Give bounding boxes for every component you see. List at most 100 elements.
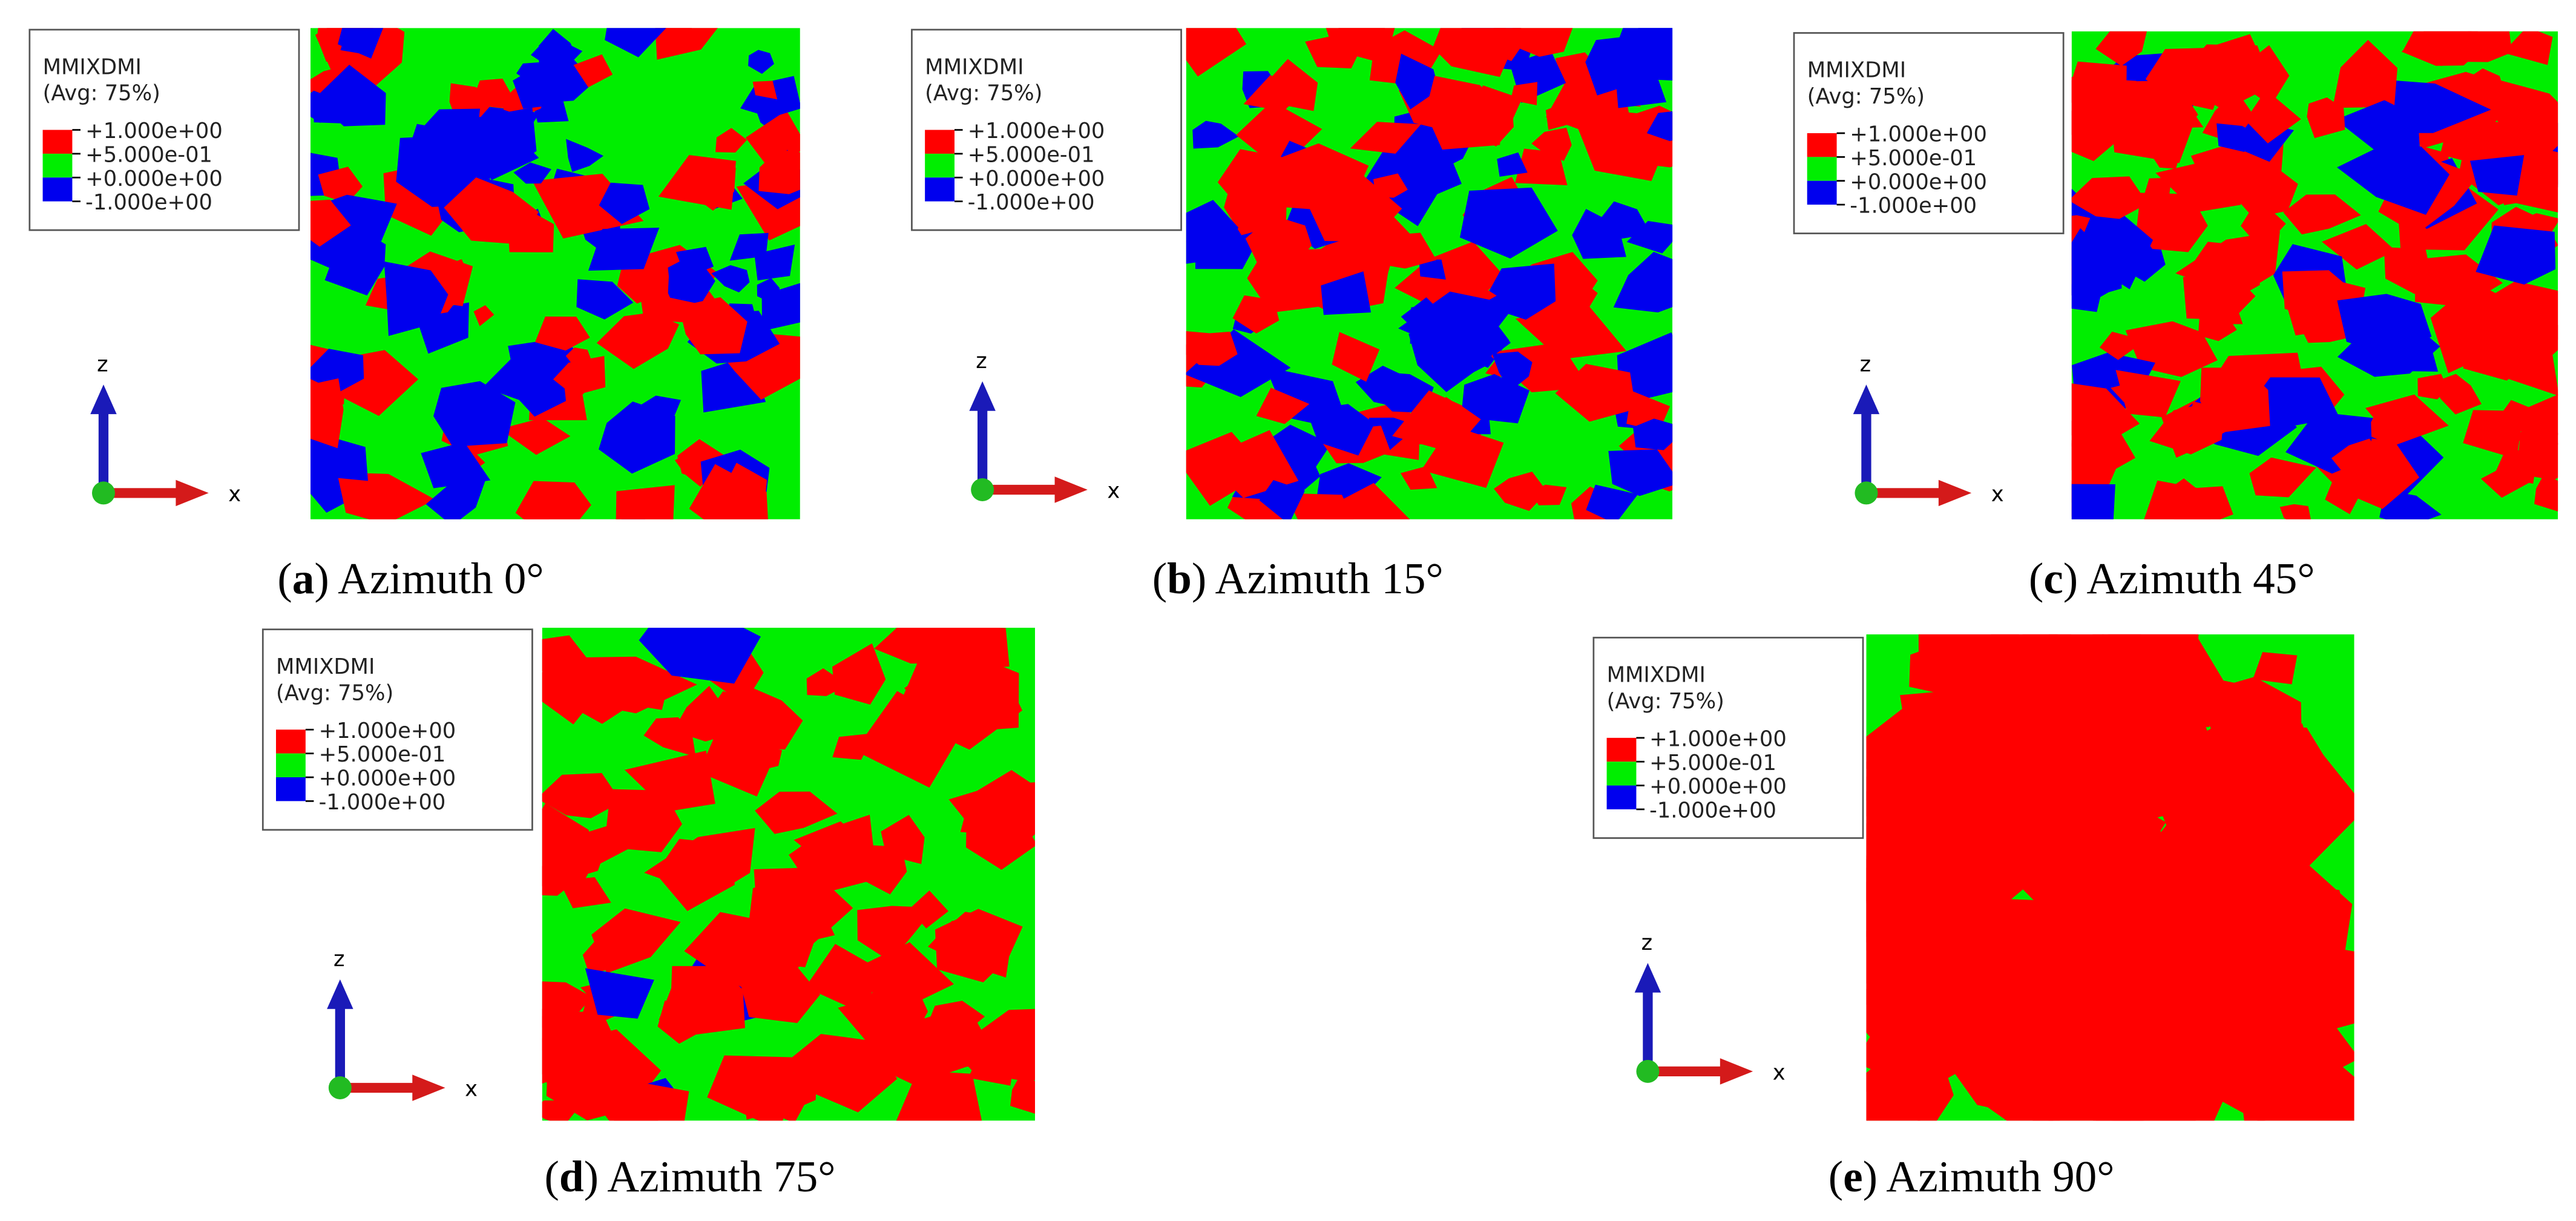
- contour-patch: [2433, 374, 2482, 415]
- contour-patch: [2174, 840, 2353, 987]
- triad-origin: [328, 1076, 352, 1099]
- contour-patch: [2534, 475, 2558, 512]
- legend-subtitle: (Avg: 75%): [43, 81, 160, 106]
- legend-label: -1.000e+00: [1850, 194, 1977, 219]
- contour-patch: [1236, 101, 1322, 171]
- panel: MMIXDMI(Avg: 75%) +1.000e+00+5.000e-01+0.…: [261, 628, 1035, 1201]
- contour-patch: [832, 643, 886, 705]
- contour-patch: [2137, 193, 2208, 252]
- contour-patch: [310, 349, 364, 393]
- contour-patch: [1632, 28, 1673, 81]
- contour-patch: [1484, 28, 1525, 61]
- contour-patch: [1350, 122, 1421, 154]
- contour-patch: [539, 28, 576, 73]
- legend-swatch: [276, 753, 306, 777]
- legend-label: +5.000e-01: [1649, 751, 1776, 775]
- contour-patch: [677, 852, 723, 878]
- contour-patch: [927, 1001, 985, 1035]
- contour-patch: [2074, 634, 2235, 737]
- legend-label: +0.000e+00: [1850, 169, 1987, 194]
- contour-patch: [968, 1044, 1015, 1086]
- triad-z-head: [327, 979, 353, 1009]
- contour-patch: [2463, 68, 2506, 94]
- contour-patch: [513, 162, 551, 184]
- axis-label-x: x: [1773, 1060, 1786, 1085]
- legend-title: MMIXDMI: [925, 54, 1024, 79]
- caption-letter: d: [559, 1152, 584, 1201]
- contour-patch: [426, 478, 487, 519]
- axis-label-z: z: [1641, 930, 1653, 955]
- legend-swatch: [925, 153, 954, 178]
- contour-patch: [1555, 364, 1636, 422]
- legend-label: +1.000e+00: [85, 119, 223, 143]
- triad-origin: [1636, 1059, 1660, 1083]
- contour-patch: [2212, 80, 2236, 105]
- contour-patch: [1866, 1002, 1975, 1092]
- contour-patch: [2235, 164, 2298, 218]
- contour-patch: [953, 912, 994, 942]
- contour-patch: [746, 914, 822, 967]
- contour-patch: [2149, 398, 2226, 455]
- contour-patch: [966, 1009, 1035, 1075]
- contour-patch: [752, 81, 778, 100]
- contour-patch: [596, 312, 680, 369]
- contour-patch: [542, 772, 622, 818]
- contour-patch: [512, 368, 567, 417]
- contour-patch: [1512, 28, 1573, 57]
- triad-origin: [1855, 481, 1878, 505]
- legend-swatch: [1606, 785, 1637, 809]
- caption-letter: b: [1167, 554, 1192, 603]
- triad-z-shaft: [98, 410, 109, 493]
- contour-patch: [1515, 304, 1627, 360]
- contour-patch: [2071, 484, 2115, 519]
- contour-patch: [2307, 97, 2345, 139]
- contour-patch: [1462, 374, 1530, 424]
- contour-patch: [1256, 387, 1310, 424]
- contour-patch: [904, 649, 1019, 733]
- contour-patch: [1515, 148, 1568, 186]
- contour-patch: [2091, 81, 2198, 143]
- contour-patch: [1510, 82, 1538, 105]
- legend-swatch: [925, 130, 954, 154]
- contour-patch: [758, 150, 800, 194]
- contour-patch: [324, 226, 386, 296]
- contour-patch: [2402, 31, 2478, 66]
- legend-label: -1.000e+00: [319, 790, 446, 815]
- legend-label: +0.000e+00: [85, 166, 223, 191]
- contour-patch: [338, 28, 384, 59]
- legend-title: MMIXDMI: [1807, 58, 1906, 83]
- contour-patch: [746, 743, 782, 771]
- contour-patch: [1866, 791, 1966, 902]
- contour-patch: [557, 204, 589, 234]
- contour-patch: [857, 906, 935, 962]
- contour-patch: [1247, 243, 1321, 313]
- panel: MMIXDMI(Avg: 75%) +1.000e+00+5.000e-01+0.…: [911, 28, 1673, 603]
- contour-patch: [719, 462, 767, 510]
- axis-label-x: x: [1107, 479, 1120, 504]
- contour-patch: [566, 139, 603, 173]
- triad-x-shaft: [1648, 1066, 1724, 1076]
- contour-patch: [433, 381, 516, 447]
- triad-x-shaft: [340, 1082, 416, 1093]
- legend-swatch: [1606, 737, 1637, 762]
- triad-z-shaft: [1861, 410, 1871, 493]
- contour-patch: [620, 446, 642, 464]
- contour-patch: [2216, 123, 2261, 152]
- contour-patch: [754, 867, 836, 922]
- contour-patch: [542, 1100, 577, 1121]
- contour-patch: [1192, 120, 1239, 149]
- contour-patch: [542, 657, 599, 725]
- contour-patch: [920, 628, 1010, 670]
- caption-text: ) Azimuth 15°: [1192, 554, 1444, 603]
- contour-patch: [473, 78, 514, 110]
- legend-label: +1.000e+00: [319, 719, 456, 743]
- legend-label: -1.000e+00: [85, 190, 212, 215]
- contour-patch: [2482, 325, 2558, 396]
- legend-swatch: [1606, 762, 1637, 786]
- triad-x-head: [176, 479, 209, 507]
- contour-patch: [605, 28, 666, 58]
- contour-patch: [1626, 220, 1673, 254]
- contour-patch: [1608, 449, 1673, 496]
- contour-patch: [617, 260, 668, 304]
